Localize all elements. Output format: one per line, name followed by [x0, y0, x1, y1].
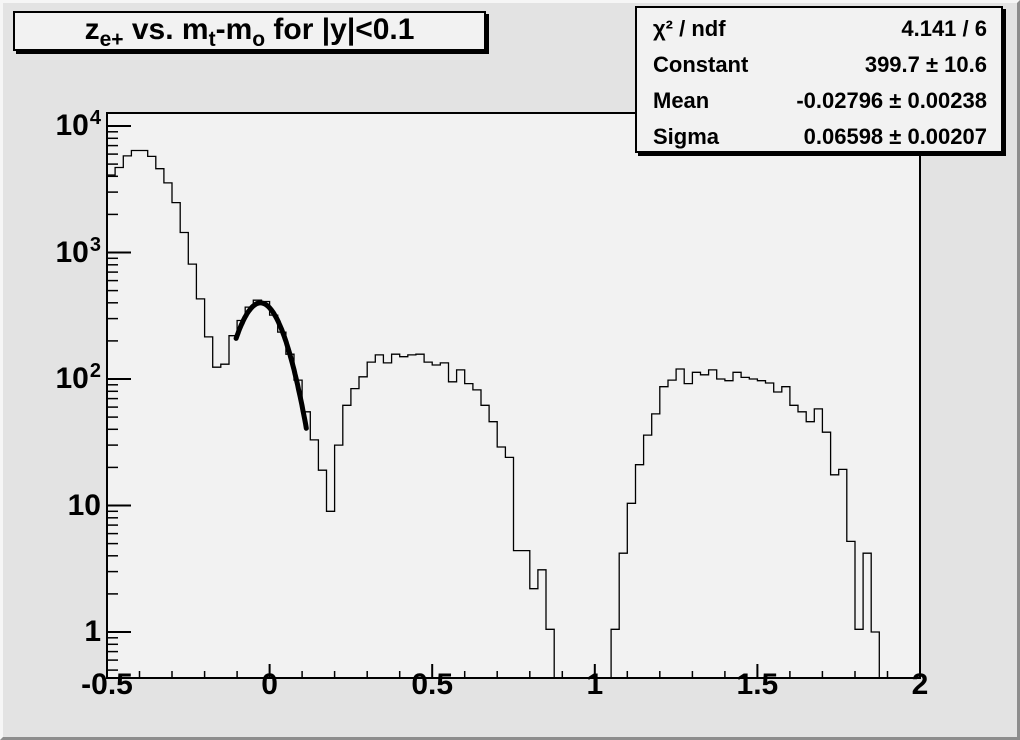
stats-row: Mean -0.02796 ± 0.00238 [653, 83, 987, 119]
stat-value: 399.7 ± 10.6 [864, 52, 987, 77]
y-axis-label: 1 [29, 616, 101, 648]
plot-frame-border [106, 112, 921, 679]
y-axis-label: 10 [29, 488, 101, 522]
x-axis-label: 1 [586, 668, 604, 701]
y-axis-label-exponent: 4 [89, 107, 101, 129]
title-text-segment: vs. m [123, 13, 209, 46]
plot-title: ze+ vs. mt-mo for |y|<0.1 [84, 13, 415, 51]
title-text-segment: z [84, 13, 100, 46]
x-axis-label: 2 [911, 668, 929, 701]
plot-frame-background [107, 113, 920, 678]
x-axis-label: 0.5 [411, 668, 454, 701]
stats-row: Sigma 0.06598 ± 0.00207 [653, 119, 987, 155]
y-axis-label-exponent: 3 [89, 233, 101, 256]
title-text-segment: -m [215, 13, 253, 46]
title-subscript: o [252, 28, 266, 51]
y-axis-label-base: 10 [67, 488, 101, 522]
stats-row: Constant 399.7 ± 10.6 [653, 47, 987, 83]
histogram-plot [106, 112, 921, 679]
stat-label: χ² / ndf [653, 16, 726, 41]
plot-title-box: ze+ vs. mt-mo for |y|<0.1 [13, 11, 486, 51]
stats-row: χ² / ndf 4.141 / 6 [653, 11, 987, 47]
stat-label: Constant [653, 52, 749, 77]
stat-label: Mean [653, 88, 710, 113]
stat-value: -0.02796 ± 0.00238 [796, 88, 987, 113]
y-axis-label-base: 10 [55, 362, 89, 395]
title-subscript: t [208, 28, 216, 51]
title-subscript: e+ [99, 28, 124, 51]
title-text-segment: for |y|<0.1 [265, 13, 415, 46]
fit-stats-box: χ² / ndf 4.141 / 6 Constant 399.7 ± 10.6 Mea… [635, 6, 1003, 153]
gaussian-fit-curve [233, 300, 309, 431]
x-axis-label: 1.5 [736, 668, 779, 701]
y-axis-label-exponent: 2 [89, 360, 101, 382]
y-axis-label: 102 [29, 360, 102, 398]
y-axis-label: 104 [29, 107, 102, 145]
stat-label: Sigma [653, 124, 720, 149]
y-axis-label: 103 [29, 233, 102, 272]
y-axis-ticks [107, 125, 131, 671]
x-axis-label: 0 [261, 668, 278, 701]
stat-value: 4.141 / 6 [901, 16, 987, 41]
stat-value: 0.06598 ± 0.00207 [803, 124, 987, 149]
x-axis-ticks [106, 664, 921, 678]
x-axis-label: -0.5 [81, 668, 133, 701]
y-axis-label-base: 10 [55, 235, 89, 269]
y-axis-label-base: 1 [84, 615, 101, 648]
y-axis-label-base: 10 [55, 109, 89, 142]
